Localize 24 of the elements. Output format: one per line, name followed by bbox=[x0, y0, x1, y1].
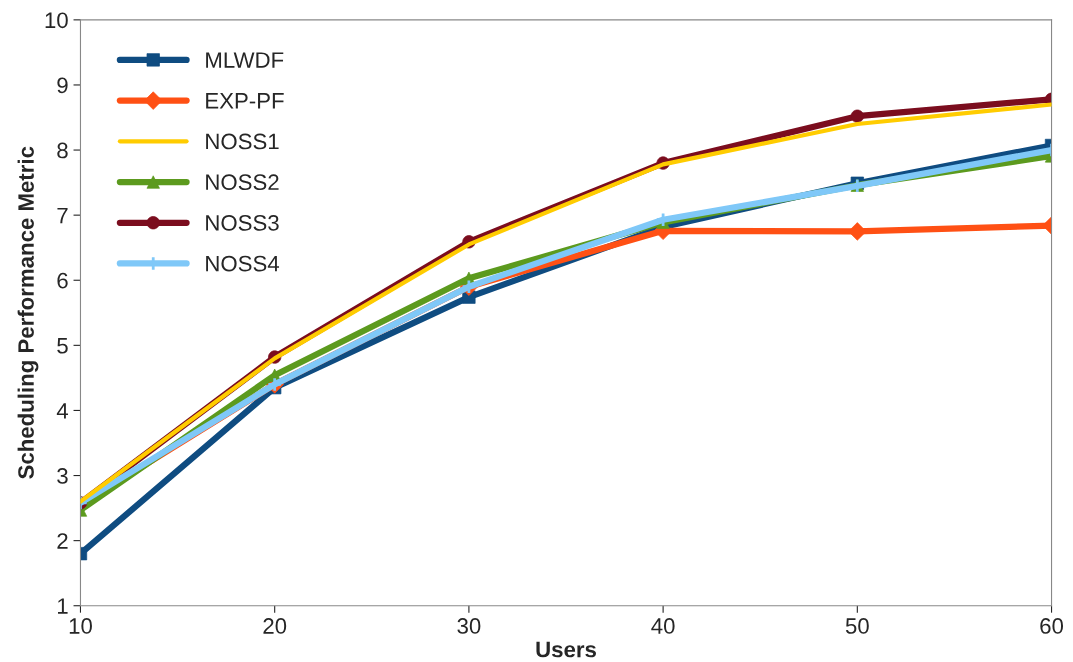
legend-label: MLWDF bbox=[206, 52, 284, 68]
x-tick-label: 20 bbox=[263, 618, 287, 634]
y-tick-label: 3 bbox=[57, 468, 68, 484]
y-tick-label: 2 bbox=[57, 533, 68, 549]
legend-label: NOSS1 bbox=[206, 133, 279, 150]
x-tick-label: 40 bbox=[651, 618, 675, 634]
y-tick-label: 8 bbox=[57, 142, 68, 159]
y-tick-label: 7 bbox=[57, 207, 68, 224]
y-tick-label: 6 bbox=[57, 272, 68, 289]
y-tick-label: 9 bbox=[57, 77, 68, 94]
y-tick-label: 10 bbox=[45, 12, 68, 29]
x-tick-label: 60 bbox=[1040, 618, 1064, 634]
x-axis-title: Users bbox=[536, 641, 596, 658]
x-tick-label: 10 bbox=[69, 618, 92, 634]
legend-label: EXP-PF bbox=[206, 93, 284, 109]
y-axis-title: Scheduling Performance Metric bbox=[17, 146, 39, 479]
legend-label: NOSS3 bbox=[206, 215, 279, 231]
legend-label: NOSS4 bbox=[206, 255, 280, 272]
y-tick-label: 1 bbox=[58, 598, 68, 614]
legend-label: NOSS2 bbox=[206, 174, 279, 191]
x-tick-label: 30 bbox=[457, 618, 481, 634]
y-tick-label: 5 bbox=[57, 338, 68, 354]
y-tick-label: 4 bbox=[56, 403, 69, 419]
x-tick-label: 50 bbox=[845, 618, 869, 634]
